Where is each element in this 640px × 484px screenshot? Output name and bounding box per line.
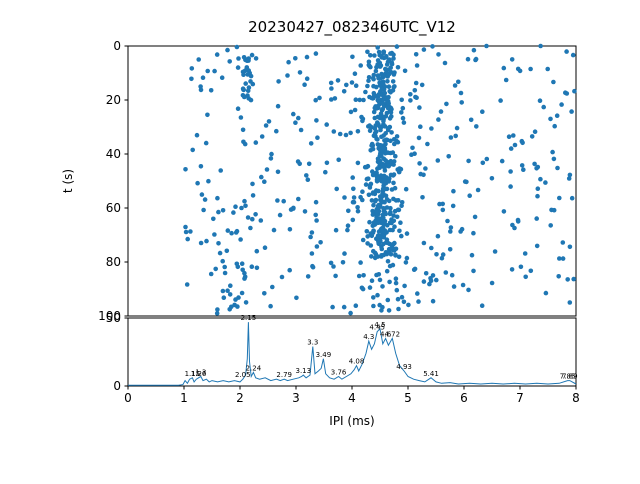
peak-annotation-label: 4.72 [385, 330, 401, 338]
peak-annotation-label: 3.76 [331, 369, 347, 377]
peak-annotation-label: 3.49 [316, 351, 332, 359]
x-tick-label: 6 [460, 391, 468, 405]
x-tick-label: 0 [124, 391, 132, 405]
peak-annotation-label: 4.45 [369, 324, 385, 332]
peak-annotation-label: 3.3 [307, 339, 318, 347]
line-y-tick-label: 50 [106, 311, 121, 325]
peak-annotation-label: 2.24 [246, 364, 262, 372]
x-ticks: 0 1 2 3 4 5 6 7 8 [124, 386, 580, 405]
scatter-y-tick-label: 40 [106, 147, 121, 161]
peak-annotation-label: 7.89 [562, 373, 578, 381]
peak-annotation-label: 4.93 [396, 363, 412, 371]
x-tick-label: 2 [236, 391, 244, 405]
line-plot: 0 50 0 1 2 3 4 5 6 7 8 1.151.261.3 2.05 2.15 2.24 2.79 3… [106, 311, 580, 405]
scatter-points [183, 43, 577, 316]
x-tick-label: 7 [516, 391, 524, 405]
peak-annotation-label: 3.13 [296, 367, 312, 375]
scatter-plot: 0 20 40 60 80 100 [98, 39, 577, 323]
ipi-histogram-line [128, 322, 577, 386]
x-tick-label: 4 [348, 391, 356, 405]
peak-annotation-label: 4.08 [349, 358, 365, 366]
x-tick-label: 5 [404, 391, 412, 405]
x-tick-label: 1 [180, 391, 188, 405]
peak-annotation-label: 1.3 [195, 369, 206, 377]
peak-annotation-label: 4.6 [380, 330, 392, 338]
peak-annotation-label: 1.15 [185, 370, 201, 378]
line-y-tick-label: 0 [113, 379, 121, 393]
peak-annotation-label: 5.41 [423, 370, 439, 378]
peak-annotation-label: 4.5 [374, 321, 385, 329]
peak-annotation-label: 2.79 [276, 371, 292, 379]
peak-annotation-label: 2.05 [235, 371, 251, 379]
x-tick-label: 3 [292, 391, 300, 405]
scatter-y-tick-label: 0 [113, 39, 121, 53]
scatter-y-tick-label: 60 [106, 201, 121, 215]
peak-annotations: 1.151.261.3 2.05 2.15 2.24 2.79 3.13 3.3 3.49 3.… [185, 314, 578, 381]
scatter-y-tick-label: 80 [106, 255, 121, 269]
peak-annotation-label: 7.85 [560, 373, 576, 381]
y-axis-label-top: t (s) [61, 169, 75, 193]
scatter-axes-box [127, 45, 577, 317]
line-y-ticks: 0 50 [106, 311, 128, 393]
x-axis-label-bottom: IPI (ms) [329, 414, 374, 428]
peak-annotation-label: 2.15 [241, 314, 257, 322]
chart-title: 20230427_082346UTC_V12 [248, 18, 456, 37]
peak-annotation-label: 4.3 [363, 333, 374, 341]
scatter-y-tick-label: 100 [98, 309, 121, 323]
scatter-y-tick-label: 20 [106, 93, 121, 107]
scatter-y-ticks: 0 20 40 60 80 100 [98, 39, 128, 323]
x-tick-label: 8 [572, 391, 580, 405]
peak-annotation-label: 1.26 [191, 370, 207, 378]
